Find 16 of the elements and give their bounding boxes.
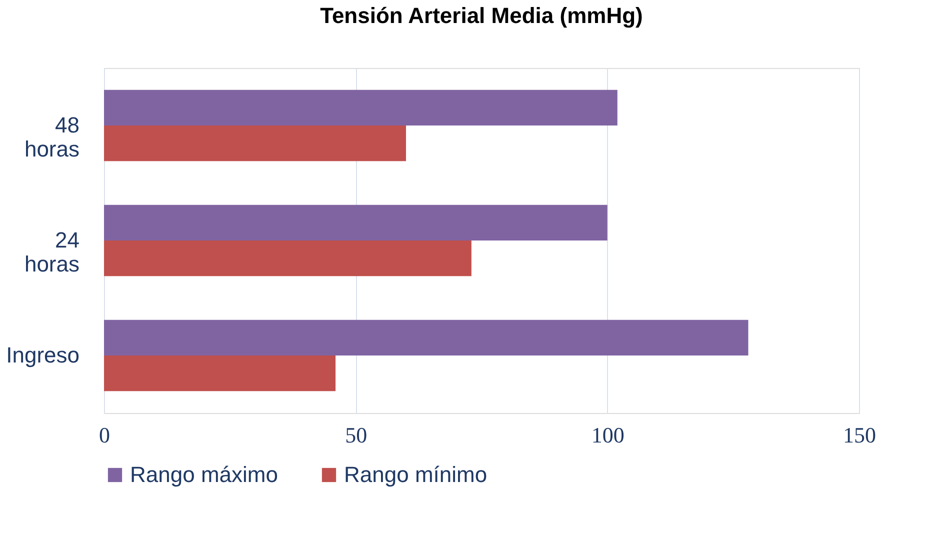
x-tick-label: 0 — [99, 422, 110, 448]
bar — [104, 90, 618, 126]
y-tick-label: 48 horas — [24, 112, 80, 162]
y-tick-label: 24 horas — [24, 228, 80, 276]
bar — [104, 126, 406, 162]
bar — [104, 240, 472, 276]
x-tick-label: 150 — [843, 422, 876, 448]
bar — [104, 356, 336, 392]
x-tick-label: 50 — [345, 422, 368, 448]
bar — [104, 320, 748, 356]
y-tick-label: Ingreso — [6, 342, 80, 368]
legend-label: Rango mínimo — [344, 462, 488, 487]
chart-title: Tensión Arterial Media (mmHg) — [320, 3, 643, 28]
legend-label: Rango máximo — [130, 462, 278, 487]
bar — [104, 204, 608, 240]
x-tick-label: 100 — [591, 422, 624, 448]
